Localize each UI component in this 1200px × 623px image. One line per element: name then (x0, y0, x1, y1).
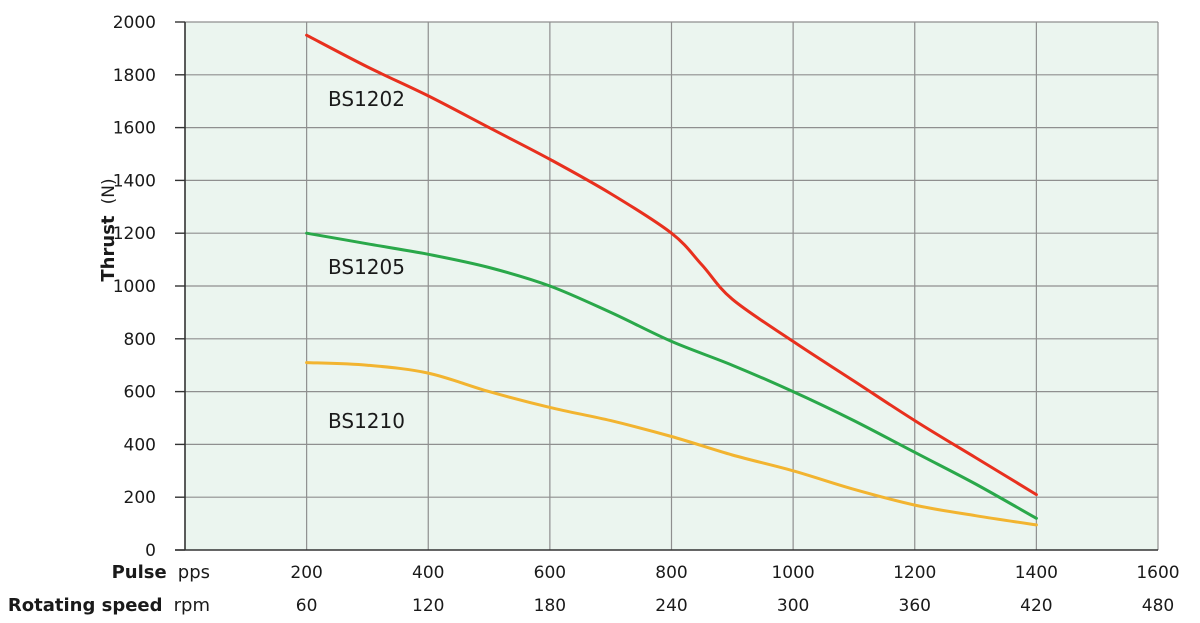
grid (185, 21, 1159, 550)
y-tick-labels: 0 200 400 600 800 1000 1200 1400 1600 1800 2000 (113, 13, 156, 561)
y-axis-label-unit: (N) (99, 178, 119, 204)
x-tick-label-pulse: 1200 (893, 563, 936, 583)
y-tick-label: 600 (124, 383, 156, 403)
x-axis-label-pulse: Pulse pps (112, 562, 210, 583)
x-tick-label-pulse: 200 (290, 563, 322, 583)
x-tick-label-pulse: 800 (655, 563, 687, 583)
x-tick-labels: 200 400 600 800 1000 1200 1400 1600 60 120 180 240 3… (290, 563, 1179, 616)
x-tick-label-pulse: 400 (412, 563, 444, 583)
y-tick-label: 1800 (113, 66, 156, 86)
y-tick-label: 2000 (113, 13, 156, 33)
x-tick-label-rpm: 360 (899, 596, 931, 616)
y-tick-label: 1200 (113, 224, 156, 244)
y-tick-label: 0 (145, 541, 156, 561)
y-axis-label-main: Thrust (98, 215, 119, 281)
x-tick-label-pulse: 1000 (771, 563, 814, 583)
x-axis-rpm-unit: rpm (174, 595, 210, 616)
y-tick-label: 800 (124, 330, 156, 350)
series-line-bs1202 (305, 33, 1038, 497)
series-line-bs1205 (305, 231, 1038, 520)
x-axis-pulse-unit: pps (178, 562, 210, 583)
y-tick-label: 1400 (113, 171, 156, 191)
x-tick-label-rpm: 60 (296, 596, 318, 616)
series-label-bs1205: BS1205 (328, 255, 405, 279)
series-line-bs1210 (305, 361, 1038, 527)
x-tick-label-rpm: 300 (777, 596, 809, 616)
x-tick-label-pulse: 600 (534, 563, 566, 583)
y-axis-label: Thrust (N) (98, 178, 119, 281)
x-tick-label-pulse: 1600 (1136, 563, 1179, 583)
x-tick-label-pulse: 1400 (1015, 563, 1058, 583)
series-lines (305, 33, 1038, 527)
series-labels: BS1202 BS1205 BS1210 (328, 87, 405, 433)
y-tick-label: 1000 (113, 277, 156, 297)
x-axis-rpm-name: Rotating speed (8, 595, 163, 616)
y-tick-label: 200 (124, 488, 156, 508)
axes (175, 21, 1158, 551)
y-tick-label: 1600 (113, 119, 156, 139)
x-tick-label-rpm: 120 (412, 596, 444, 616)
x-tick-label-rpm: 180 (534, 596, 566, 616)
x-tick-label-rpm: 240 (655, 596, 687, 616)
y-tick-label: 400 (124, 435, 156, 455)
x-tick-label-rpm: 420 (1020, 596, 1052, 616)
x-axis-label-rotating-speed: Rotating speed rpm (8, 595, 210, 616)
series-label-bs1202: BS1202 (328, 87, 405, 111)
x-tick-label-rpm: 480 (1142, 596, 1174, 616)
x-axis-pulse-name: Pulse (112, 562, 167, 583)
series-label-bs1210: BS1210 (328, 409, 405, 433)
